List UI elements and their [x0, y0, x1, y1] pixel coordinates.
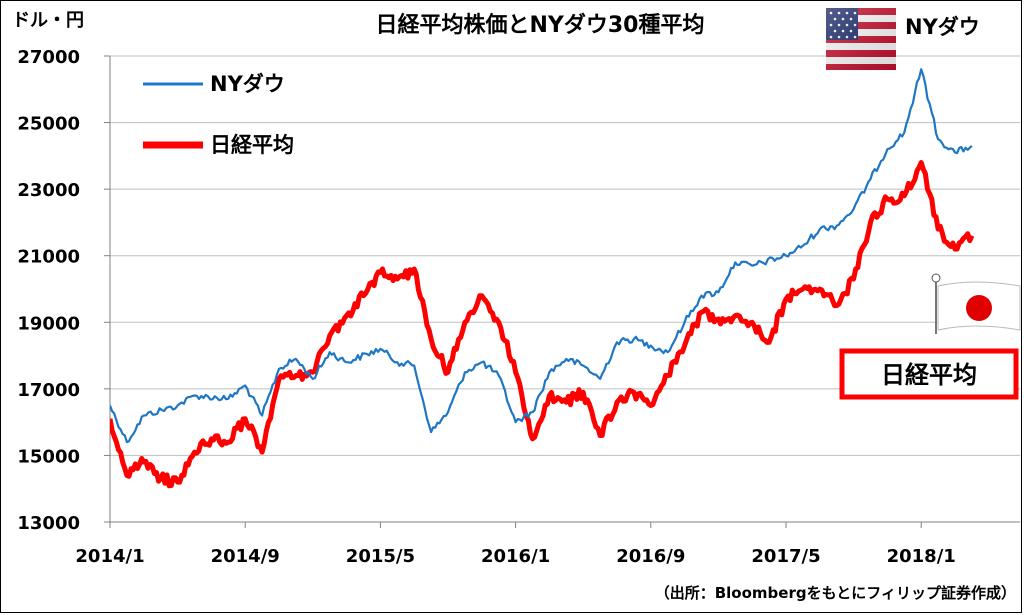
usa-flag-icon	[826, 8, 896, 70]
y-unit-label: ドル・円	[12, 10, 84, 31]
y-tick-label: 27000	[17, 47, 80, 68]
y-tick-label: 21000	[17, 247, 80, 268]
y-tick-labels: 27000 25000 23000 21000 19000 17000 15000 13000	[17, 47, 80, 534]
y-tick-label: 25000	[17, 114, 80, 135]
axes	[109, 56, 1020, 523]
x-tick-label: 2015/5	[346, 546, 415, 567]
y-tick-label: 17000	[17, 380, 80, 401]
nikkei-series-line	[110, 160, 975, 489]
x-tick-label: 2018/1	[887, 546, 956, 567]
x-tick-label: 2014/1	[75, 546, 144, 567]
nikkei-callout-label: 日経平均	[881, 361, 977, 389]
legend-nydow-label: NYダウ	[210, 72, 285, 96]
series-lines	[110, 68, 975, 489]
legend-nikkei-label: 日経平均	[210, 133, 294, 157]
y-tick-label: 15000	[17, 446, 80, 467]
y-tick-label: 13000	[17, 513, 80, 534]
x-tick-label: 2017/5	[751, 546, 820, 567]
grid-lines	[104, 55, 1020, 528]
y-tick-label: 19000	[17, 313, 80, 334]
x-tick-labels: 2014/1 2014/9 2015/5 2016/1 2016/9 2017/5 2018…	[75, 546, 955, 567]
nydow-corner-label: NYダウ	[905, 15, 980, 39]
x-tick-label: 2014/9	[211, 546, 280, 567]
x-tick-label: 2016/1	[481, 546, 550, 567]
nydow-series-line	[110, 68, 973, 444]
y-tick-label: 23000	[17, 180, 80, 201]
x-tick-label: 2016/9	[616, 546, 685, 567]
nikkei-callout-box	[839, 348, 1019, 400]
japan-flag-icon	[931, 273, 1021, 334]
chart-title: 日経平均株価とNYダウ30種平均	[376, 12, 705, 38]
source-note: （出所：Bloombergをもとにフィリップ証券作成）	[655, 584, 1016, 602]
